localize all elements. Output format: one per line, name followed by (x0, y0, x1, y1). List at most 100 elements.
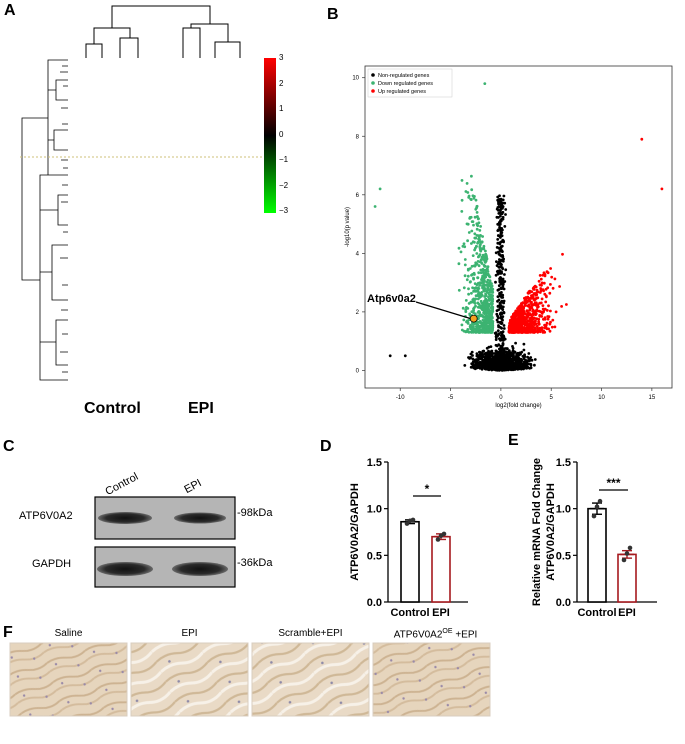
volcano-point (490, 330, 493, 334)
volcano-point (548, 329, 552, 333)
volcano-point (474, 198, 478, 202)
volcano-point (512, 312, 515, 316)
volcano-point (463, 364, 467, 367)
volcano-point (479, 299, 483, 303)
volcano-point (551, 286, 555, 290)
volcano-point (549, 320, 552, 324)
volcano-point (483, 299, 486, 303)
volcano-point (486, 273, 490, 277)
volcano-point (527, 357, 531, 360)
volcano-point (460, 198, 464, 202)
bar-y-tick: 1.0 (556, 504, 571, 516)
volcano-point (538, 301, 542, 305)
volcano-point (542, 308, 546, 312)
volcano-point (475, 227, 479, 231)
volcano-point (515, 366, 519, 369)
volcano-point (500, 311, 503, 315)
volcano-point (496, 241, 500, 245)
heatmap-label-control: Control (84, 400, 141, 417)
volcano-point (507, 360, 511, 363)
volcano-point (498, 221, 502, 225)
volcano-point (540, 283, 543, 287)
volcano-point (532, 329, 536, 333)
volcano-point (520, 358, 523, 361)
volcano-point (499, 320, 503, 324)
column-dendrogram (85, 5, 241, 58)
volcano-point (507, 349, 511, 353)
volcano-point (501, 287, 505, 290)
volcano-point (534, 303, 538, 307)
volcano-point (500, 234, 504, 238)
volcano-point (493, 366, 497, 370)
volcano-point (481, 235, 484, 238)
volcano-point (509, 353, 513, 357)
volcano-point (489, 309, 493, 313)
bar-chart-e: 0.0 0.5 1.0 1.5 Control EPI *** Relative mRNA F… (531, 457, 657, 619)
volcano-point (482, 289, 486, 293)
volcano-point (469, 198, 473, 202)
volcano-point (530, 358, 534, 362)
band-gapdh-control (97, 562, 153, 576)
volcano-point (388, 354, 392, 358)
bar-data-point (621, 557, 627, 563)
volcano-y-tick: 8 (356, 134, 360, 140)
volcano-point (496, 222, 500, 226)
volcano-point (473, 327, 476, 331)
bar-y-tick: 1.5 (556, 457, 571, 469)
volcano-point (551, 318, 555, 322)
volcano-point (550, 275, 554, 279)
volcano-point (504, 268, 508, 272)
volcano-x-tick: 0 (499, 395, 503, 401)
volcano-point (460, 323, 464, 327)
volcano-point (527, 352, 531, 355)
volcano-point (543, 326, 546, 330)
volcano-point (509, 368, 513, 372)
volcano-point (482, 246, 486, 250)
volcano-point (467, 292, 470, 296)
micro-label-gene: ATP6V0A2 (393, 629, 443, 641)
volcano-point (479, 240, 483, 244)
volcano-point (549, 267, 552, 270)
bar-data-point (624, 551, 630, 556)
volcano-point (543, 317, 547, 321)
volcano-point (479, 225, 482, 228)
volcano-point (479, 305, 483, 308)
volcano-point (558, 285, 561, 288)
volcano-point (473, 312, 477, 316)
volcano-point (463, 258, 467, 261)
volcano-point (481, 318, 485, 322)
volcano-x-tick: 5 (550, 395, 554, 401)
volcano-point (471, 220, 475, 224)
volcano-point (477, 291, 481, 295)
volcano-point (500, 347, 503, 350)
volcano-point (485, 254, 488, 258)
volcano-point (477, 235, 481, 238)
volcano-point (466, 222, 470, 226)
volcano-point (496, 295, 500, 298)
volcano-point (483, 268, 487, 272)
volcano-point (500, 356, 504, 359)
volcano-point (481, 280, 485, 284)
volcano-point (503, 201, 507, 205)
volcano-point (504, 208, 508, 211)
volcano-point (543, 323, 546, 327)
volcano-point (484, 260, 487, 264)
micro-label-scramble-epi: Scramble+EPI (278, 628, 343, 639)
band-gapdh-epi (172, 562, 228, 576)
volcano-points (373, 82, 664, 372)
volcano-legend-marker (371, 89, 375, 93)
volcano-point (499, 282, 503, 286)
volcano-point (486, 328, 490, 332)
volcano-point (470, 330, 473, 334)
volcano-point (517, 305, 521, 309)
volcano-point (540, 281, 544, 285)
volcano-point (565, 303, 568, 306)
volcano-point (504, 213, 507, 216)
volcano-point (494, 358, 497, 362)
volcano-point (472, 223, 475, 227)
volcano-point (477, 330, 481, 334)
colorbar-tick: 0 (279, 129, 284, 139)
volcano-point (499, 334, 503, 337)
volcano-point (514, 341, 517, 345)
volcano-point (539, 277, 543, 281)
